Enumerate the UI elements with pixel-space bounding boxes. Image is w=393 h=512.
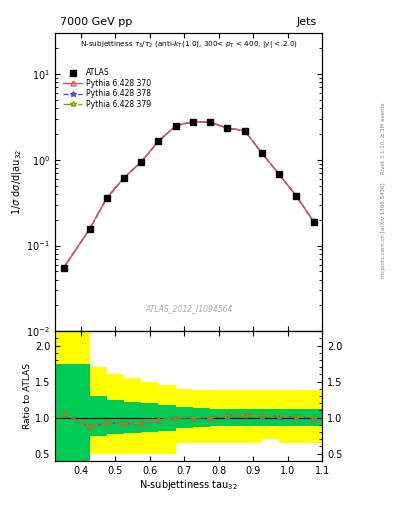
Text: 7000 GeV pp: 7000 GeV pp — [61, 17, 132, 27]
Text: ATLAS_2012_I1094564: ATLAS_2012_I1094564 — [145, 304, 232, 313]
Y-axis label: 1/$\sigma$ d$\sigma$/d|au$_{32}$: 1/$\sigma$ d$\sigma$/d|au$_{32}$ — [9, 149, 24, 215]
Legend: ATLAS, Pythia 6.428 370, Pythia 6.428 378, Pythia 6.428 379: ATLAS, Pythia 6.428 370, Pythia 6.428 37… — [60, 66, 154, 112]
X-axis label: N-subjettiness tau$_{32}$: N-subjettiness tau$_{32}$ — [139, 478, 238, 493]
Text: mcplots.cern.ch [arXiv:1306.3436]: mcplots.cern.ch [arXiv:1306.3436] — [381, 183, 386, 278]
Text: Jets: Jets — [297, 17, 317, 27]
Text: Rivet 3.1.10, ≥ 3M events: Rivet 3.1.10, ≥ 3M events — [381, 102, 386, 174]
Y-axis label: Ratio to ATLAS: Ratio to ATLAS — [23, 363, 32, 429]
Text: N-subjettiness $\tau_3/\tau_2$ (anti-$k_T$(1.0), 300< $p_T$ < 400, |y| < 2.0): N-subjettiness $\tau_3/\tau_2$ (anti-$k_… — [80, 39, 298, 50]
